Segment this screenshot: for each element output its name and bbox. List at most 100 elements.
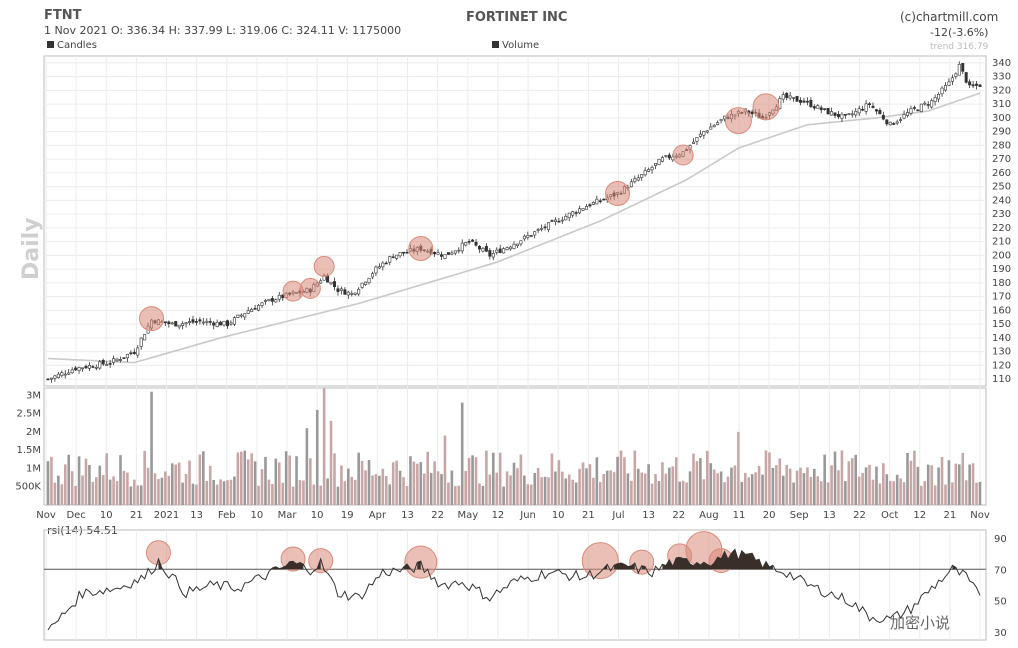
volume-bar [167, 475, 171, 505]
volume-bar [937, 467, 940, 505]
rsi-highlight-circle [581, 542, 619, 580]
date-tick-label: 19 [341, 510, 354, 521]
volume-bar [712, 469, 716, 505]
volume-bar [63, 464, 67, 505]
volume-bar [274, 458, 278, 505]
volume-bar [236, 452, 240, 505]
volume-bar [353, 479, 357, 505]
candle-body [785, 92, 789, 99]
volume-bar [402, 477, 405, 505]
volume-bar [467, 457, 471, 505]
candle-body [971, 84, 975, 87]
volume-bar [857, 476, 861, 505]
candle-body [633, 178, 637, 183]
volume-bar [105, 453, 108, 505]
candle-body [864, 103, 868, 112]
volume-bar [215, 484, 219, 505]
candle-body [961, 63, 965, 72]
volume-bar [916, 466, 920, 505]
volume-bar [678, 481, 681, 505]
volume-bar [623, 457, 626, 505]
candle-body [954, 73, 958, 77]
volume-bar [60, 484, 64, 505]
volume-legend-icon [492, 41, 499, 48]
candle-body [184, 322, 188, 325]
candle-body [830, 111, 834, 116]
volume-bar [360, 460, 364, 505]
candle-body [225, 320, 229, 327]
candle-body [847, 113, 851, 115]
volume-bar [291, 486, 295, 505]
rsi-tick-label: 50 [994, 597, 1007, 608]
volume-bar [754, 472, 757, 505]
candle-body [139, 337, 143, 347]
candle-body [892, 123, 896, 125]
candle-body [885, 119, 889, 125]
volume-bar [436, 471, 440, 505]
candle-body [232, 317, 236, 325]
candle-body [402, 251, 406, 254]
candle-body [950, 77, 954, 82]
volume-bar [305, 428, 309, 505]
candle-body [239, 314, 243, 317]
volume-bar [688, 471, 692, 505]
candle-body [809, 99, 813, 108]
volume-bar [240, 451, 243, 505]
candle-body [467, 241, 471, 243]
candle-body [329, 281, 333, 285]
volume-bar [129, 486, 133, 505]
volume-bar [416, 463, 419, 505]
volume-bar [139, 485, 143, 505]
volume-bar [98, 465, 102, 505]
company-name: FORTINET INC [466, 10, 568, 25]
candle-body [360, 282, 364, 288]
candle-body [270, 298, 274, 302]
volume-bar [609, 470, 612, 505]
volume-bar [830, 465, 833, 505]
candle-body [56, 373, 60, 378]
candle-body [460, 242, 464, 252]
volume-bar [947, 460, 951, 505]
volume-bar [861, 472, 864, 505]
volume-bar [909, 460, 913, 505]
volume-bar [202, 451, 205, 505]
volume-bar [298, 480, 302, 505]
candle-body [91, 366, 95, 368]
candle-body [219, 321, 223, 326]
price-tick-label: 320 [992, 85, 1011, 96]
volume-bar [737, 431, 740, 505]
panel-frame [43, 529, 987, 641]
date-tick-label: 22 [672, 510, 685, 521]
volume-bar [264, 456, 267, 505]
candle-body [519, 240, 523, 245]
volume-bar [398, 470, 402, 505]
volume-bar [685, 482, 688, 505]
price-highlight-circle [139, 306, 165, 332]
volume-bar [53, 482, 57, 505]
candle-body [443, 254, 447, 259]
volume-bar [716, 473, 719, 505]
candle-body [916, 109, 920, 112]
panel-frame [43, 55, 987, 387]
candle-body [377, 266, 381, 269]
candle-body [660, 157, 664, 162]
volume-bar [347, 468, 350, 505]
candle-body [712, 124, 716, 128]
volume-bar [447, 482, 450, 505]
candle-body [912, 107, 916, 109]
volume-bar [819, 481, 823, 505]
date-tick-label: Oct [881, 510, 898, 521]
price-tick-label: 190 [992, 264, 1011, 275]
candle-body [319, 280, 323, 284]
candle-body [336, 288, 340, 292]
volume-bar [191, 483, 195, 505]
candle-body [326, 275, 330, 283]
candle-body [816, 105, 820, 109]
volume-bar [219, 479, 222, 505]
rsi-overbought-fill [614, 563, 635, 570]
volume-bar [571, 479, 574, 505]
periodicity-label: Daily [19, 217, 44, 280]
volume-bar [954, 463, 958, 505]
volume-bar [730, 467, 733, 505]
volume-bar [288, 455, 291, 505]
